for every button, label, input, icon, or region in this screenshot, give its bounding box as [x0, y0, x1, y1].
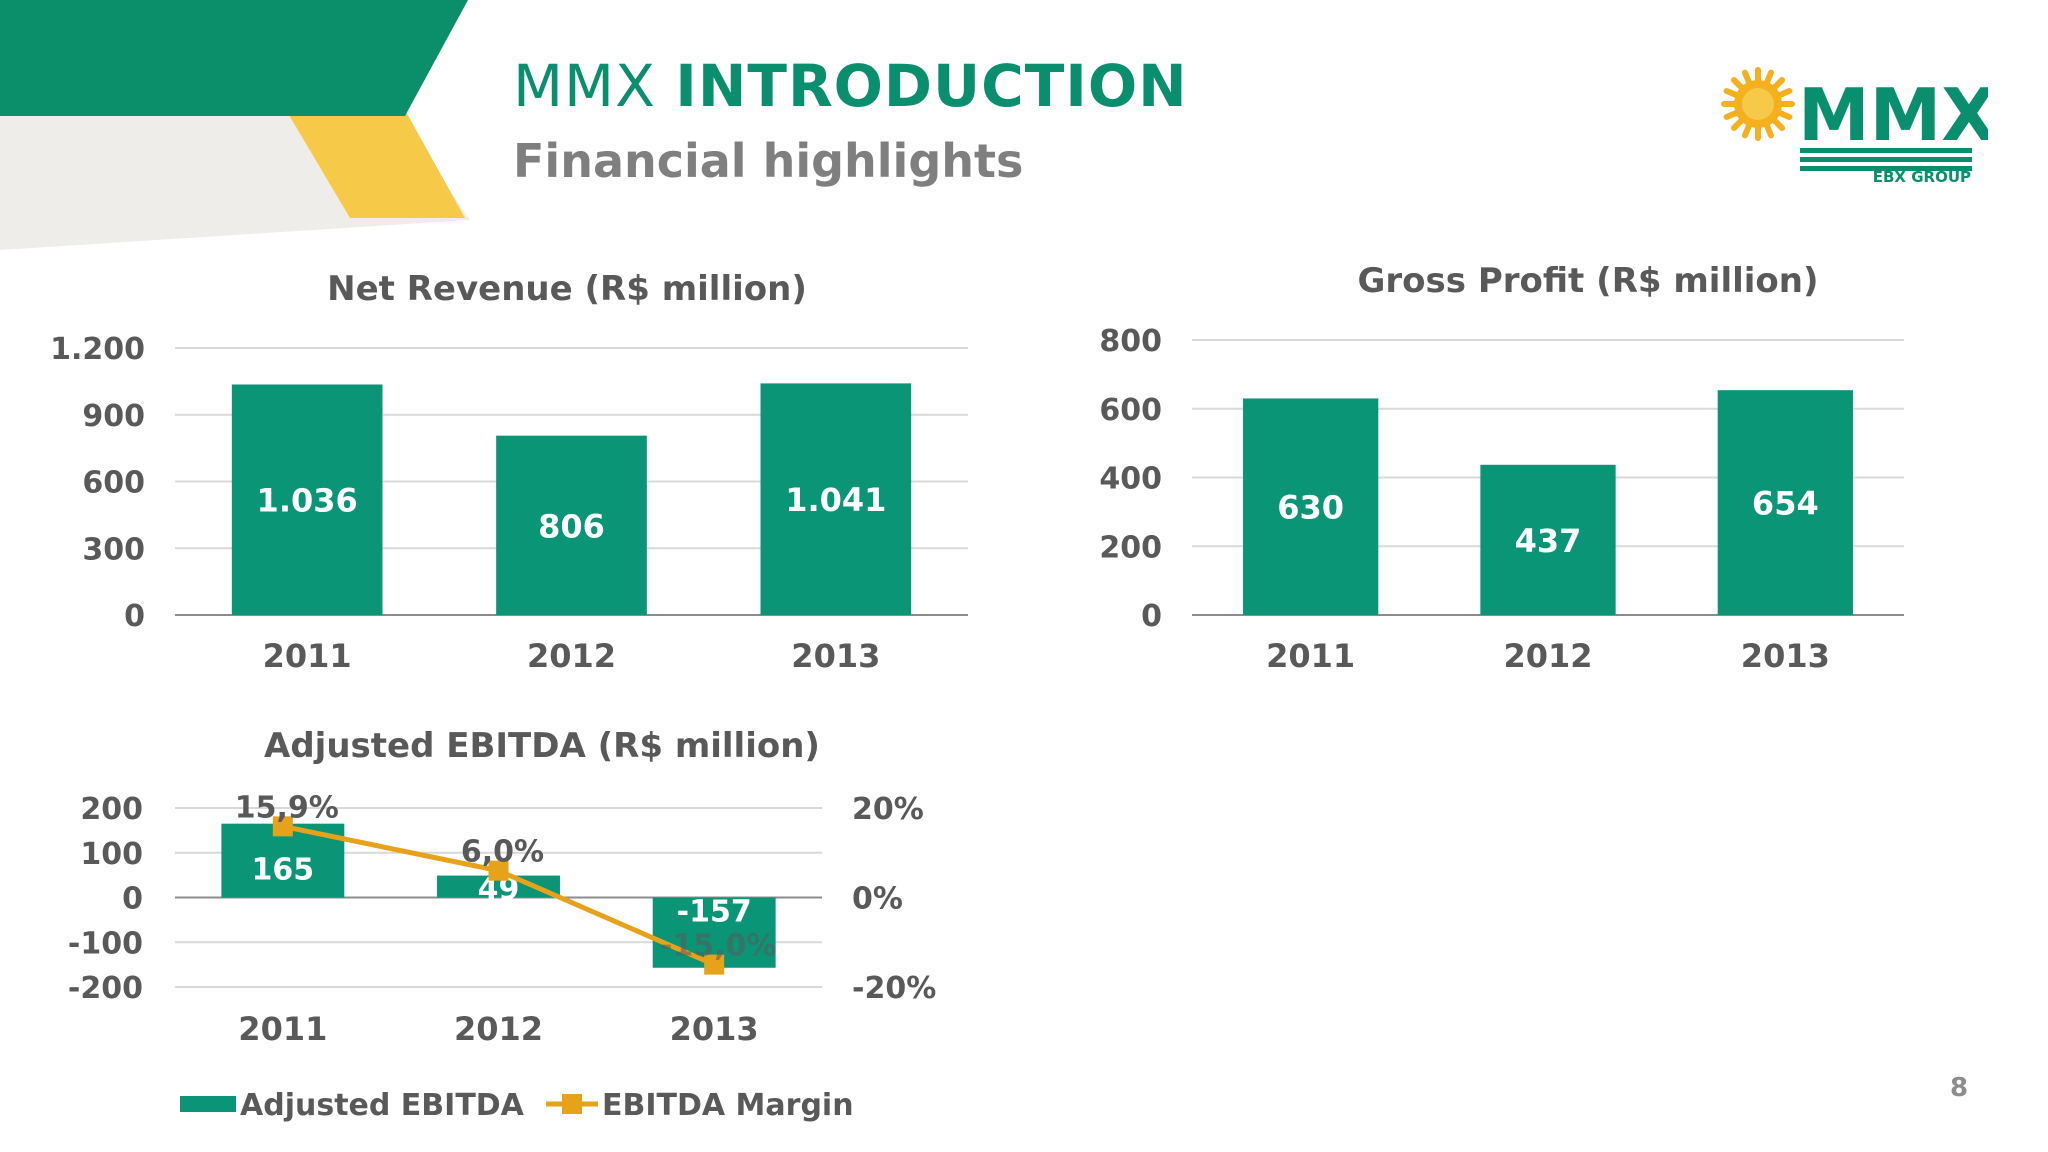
header-decoration	[0, 0, 470, 250]
company-logo: MMX EBX GROUP	[1721, 67, 1988, 186]
sun-ray	[1730, 76, 1746, 92]
page-title: MMX INTRODUCTION	[513, 52, 1188, 120]
logo-stripe	[1800, 157, 1972, 162]
page-number: 8	[1950, 1073, 1969, 1103]
bar	[1243, 398, 1379, 615]
chart-title: Net Revenue (R$ million)	[327, 269, 807, 309]
page-subtitle: Financial highlights	[513, 134, 1024, 188]
sun-ray	[1763, 69, 1775, 87]
bar-data-label: 165	[252, 852, 315, 887]
data-label: 630	[1277, 489, 1344, 527]
y-tick-label: -100	[68, 926, 143, 961]
sun-ray	[1763, 121, 1775, 139]
x-tick-label: 2013	[791, 637, 880, 675]
y-tick-label: 100	[80, 837, 143, 872]
margin-data-label: 6,0%	[461, 835, 544, 870]
x-tick-label: 2013	[670, 1010, 759, 1048]
margin-marker	[272, 816, 293, 837]
margin-marker	[488, 860, 509, 881]
x-tick-label: 2012	[454, 1010, 543, 1048]
y-tick-label: -200	[68, 971, 143, 1006]
margin-marker	[704, 954, 725, 975]
x-tick-label: 2011	[1266, 637, 1355, 675]
y2-tick-label: 20%	[852, 792, 924, 827]
x-tick-label: 2011	[238, 1010, 327, 1048]
bar	[437, 875, 560, 898]
x-tick-label: 2013	[1741, 637, 1830, 675]
data-label: 1.036	[257, 482, 358, 520]
x-tick-label: 2012	[527, 637, 616, 675]
logo-stripe	[1800, 166, 1972, 171]
y-tick-label: 300	[82, 532, 145, 567]
y-tick-label: 1.200	[50, 332, 145, 367]
sun-ray	[1730, 116, 1746, 132]
data-label: 437	[1515, 522, 1582, 560]
y2-tick-label: 0%	[852, 882, 903, 917]
x-tick-label: 2012	[1503, 637, 1592, 675]
header-green-shape	[0, 0, 468, 116]
x-tick-label: 2011	[263, 637, 352, 675]
margin-data-label: 15,9%	[235, 790, 339, 825]
logo-stripe	[1800, 148, 1972, 153]
legend-label: Adjusted EBITDA	[240, 1088, 525, 1123]
bar	[1480, 464, 1616, 615]
bar	[496, 435, 647, 615]
y-tick-label: 800	[1099, 324, 1162, 359]
sun-icon	[1721, 67, 1795, 141]
bar	[760, 383, 912, 615]
y-tick-label: 0	[122, 882, 143, 917]
gross-profit-chart: Gross Profit (R$ million) 0 200 400 600 800 63…	[1099, 261, 1904, 675]
logo-text: MMX	[1798, 73, 1988, 157]
net-revenue-chart: Net Revenue (R$ million) 0 300 600 900 1.200 1…	[50, 269, 968, 675]
data-label: 806	[538, 507, 605, 545]
y-tick-label: 400	[1099, 462, 1162, 497]
y-tick-label: 200	[80, 792, 143, 827]
y-tick-label: 0	[1141, 599, 1162, 634]
y-tick-label: 0	[124, 599, 145, 634]
legend-swatch-marker	[562, 1094, 582, 1114]
sun-ray	[1741, 69, 1753, 87]
logo-subtext: EBX GROUP	[1873, 168, 1971, 186]
margin-data-label: -15,0%	[660, 929, 777, 964]
legend-swatch-bar	[180, 1096, 236, 1112]
bar	[1717, 390, 1853, 615]
adjusted-ebitda-chart: Adjusted EBITDA (R$ million) -200 -100 0 100…	[68, 726, 936, 1123]
sun-ray	[1741, 121, 1753, 139]
y-tick-label: 600	[82, 466, 145, 501]
data-label: 1.041	[785, 481, 886, 519]
sun-ray	[1770, 116, 1786, 132]
y-tick-label: 900	[82, 399, 145, 434]
header-yellow-shape	[286, 110, 465, 218]
title-light: MMX	[513, 52, 656, 120]
y2-tick-label: -20%	[852, 971, 936, 1006]
bar	[231, 384, 383, 615]
chart-title: Gross Profit (R$ million)	[1357, 261, 1818, 301]
y-tick-label: 600	[1099, 393, 1162, 428]
bar-data-label: -157	[677, 895, 752, 930]
data-label: 654	[1752, 485, 1819, 523]
sun-ray	[1770, 76, 1786, 92]
legend-label: EBITDA Margin	[602, 1088, 854, 1123]
y-tick-label: 200	[1099, 530, 1162, 565]
title-bold: INTRODUCTION	[675, 52, 1188, 120]
chart-title: Adjusted EBITDA (R$ million)	[264, 726, 820, 766]
